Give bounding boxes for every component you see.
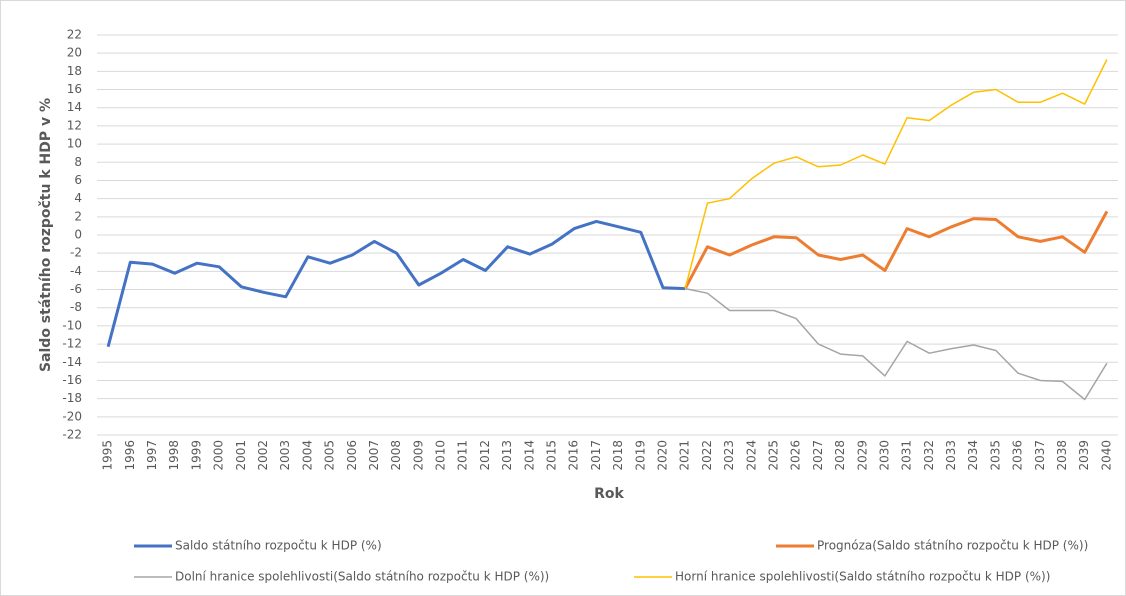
x-tick-label: 1996: [123, 440, 137, 471]
series-line: [684, 59, 1108, 289]
x-tick-label: 2007: [367, 440, 381, 471]
x-tick-label: 2019: [633, 440, 647, 471]
y-tick-label: 22: [67, 28, 82, 42]
y-tick-label: 18: [67, 64, 82, 78]
y-tick-label: -2: [70, 246, 82, 260]
x-tick-label: 2031: [900, 440, 914, 471]
x-tick-label: 2018: [611, 440, 625, 471]
y-tick-label: 16: [67, 82, 82, 96]
y-tick-label: 4: [74, 191, 82, 205]
y-tick-label: -12: [62, 337, 82, 351]
y-tick-label: -4: [70, 264, 82, 278]
x-tick-label: 1995: [101, 440, 115, 471]
y-axis-title: Saldo státního rozpočtu k HDP v %: [38, 98, 54, 372]
x-tick-label: 2004: [300, 440, 314, 471]
x-tick-label: 2003: [278, 440, 292, 471]
x-tick-label: 2020: [655, 440, 669, 471]
x-tick-label: 1999: [189, 440, 203, 471]
x-tick-label: 2000: [212, 440, 226, 471]
x-tick-label: 2005: [323, 440, 337, 471]
series-line: [106, 219, 686, 348]
series-line: [683, 210, 1109, 290]
x-tick-label: 2006: [345, 440, 359, 471]
x-tick-label: 2025: [766, 440, 780, 471]
x-tick-label: 2017: [589, 440, 603, 471]
x-tick-label: 2030: [877, 440, 891, 471]
legend-label: Horní hranice spolehlivosti(Saldo státní…: [675, 570, 1050, 584]
x-tick-label: 2026: [789, 440, 803, 471]
y-tick-label: -14: [62, 355, 82, 369]
x-tick-label: 2036: [1011, 440, 1025, 471]
y-tick-label: 2: [74, 209, 82, 223]
x-tick-label: 2010: [434, 440, 448, 471]
x-tick-label: 2029: [855, 440, 869, 471]
x-axis-title: Rok: [594, 486, 624, 502]
x-tick-label: 2014: [522, 440, 536, 471]
y-tick-label: -10: [62, 318, 82, 332]
y-tick-label: -18: [62, 391, 82, 405]
y-tick-label: -22: [62, 428, 82, 442]
x-tick-label: 2021: [678, 440, 692, 471]
y-tick-label: -6: [70, 282, 82, 296]
x-tick-label: 2012: [478, 440, 492, 471]
y-tick-label: 12: [67, 118, 82, 132]
x-tick-label: 2008: [389, 440, 403, 471]
y-tick-label: 0: [74, 228, 82, 242]
x-tick-label: 2035: [988, 440, 1002, 471]
y-tick-label: -16: [62, 373, 82, 387]
x-tick-label: 2002: [256, 440, 270, 471]
y-tick-label: 10: [67, 137, 82, 151]
x-tick-label: 2016: [567, 440, 581, 471]
y-tick-label: -20: [62, 409, 82, 423]
x-tick-label: 2027: [811, 440, 825, 471]
x-tick-label: 2028: [833, 440, 847, 471]
y-tick-label: 6: [74, 173, 82, 187]
y-tick-label: 20: [67, 46, 82, 60]
y-tick-label: -8: [70, 300, 82, 314]
x-tick-label: 2024: [744, 440, 758, 471]
x-tick-label: 2013: [500, 440, 514, 471]
x-tick-label: 2037: [1033, 440, 1047, 471]
x-tick-label: 2011: [456, 440, 470, 471]
x-tick-label: 1997: [145, 440, 159, 471]
x-tick-label: 2039: [1077, 440, 1091, 471]
x-tick-label: 1998: [167, 440, 181, 471]
y-tick-label: 8: [74, 155, 82, 169]
x-tick-label: 2001: [234, 440, 248, 471]
legend-label: Prognóza(Saldo státního rozpočtu k HDP (…: [817, 539, 1088, 553]
x-tick-label: 2040: [1099, 440, 1113, 471]
x-tick-label: 2032: [922, 440, 936, 471]
x-tick-label: 2009: [411, 440, 425, 471]
x-tick-label: 2015: [545, 440, 559, 471]
legend-label: Saldo státního rozpočtu k HDP (%): [175, 539, 382, 553]
x-tick-label: 2023: [722, 440, 736, 471]
x-tick-label: 2038: [1055, 440, 1069, 471]
series-line: [685, 287, 1108, 401]
x-tick-label: 2022: [700, 440, 714, 471]
y-tick-label: 14: [67, 100, 82, 114]
x-tick-label: 2033: [944, 440, 958, 471]
legend-label: Dolní hranice spolehlivosti(Saldo státní…: [175, 570, 549, 584]
x-tick-label: 2034: [966, 440, 980, 471]
